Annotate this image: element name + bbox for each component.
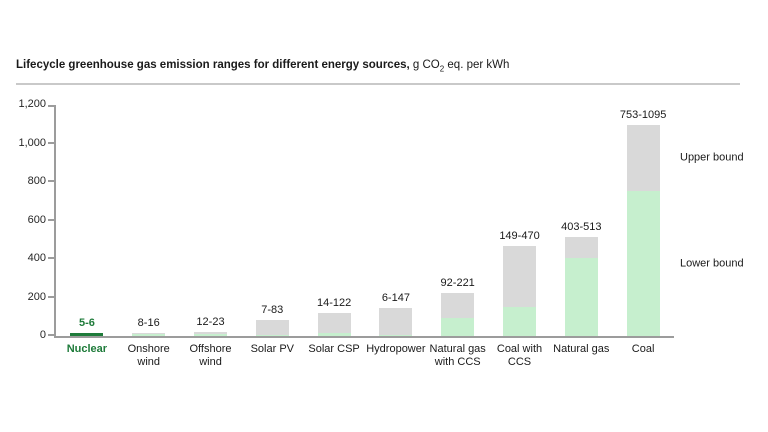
bar-lower-bound-segment bbox=[564, 258, 598, 336]
bar-value-label: 14-122 bbox=[316, 296, 352, 309]
y-axis-tick bbox=[48, 257, 54, 259]
bar-value-label: 753-1095 bbox=[619, 109, 667, 122]
co2-subscript: 2 bbox=[439, 64, 445, 74]
y-axis-tick-label: 800 bbox=[27, 175, 46, 187]
bar-upper-bound-segment bbox=[194, 331, 227, 334]
category-label-line: Solar PV bbox=[250, 343, 294, 355]
upper-bound-annotation: Upper bound bbox=[680, 151, 744, 164]
bar-upper-bound-segment bbox=[132, 332, 166, 335]
lower-bound-annotation: Lower bound bbox=[680, 257, 744, 270]
category-label-line: Nuclear bbox=[66, 343, 108, 355]
y-axis-tick bbox=[48, 295, 54, 298]
bar-lower-bound-segment bbox=[441, 318, 475, 336]
category-label: Offshore wind bbox=[178, 343, 244, 369]
category-label: Solar PV bbox=[239, 343, 305, 356]
y-axis-tick bbox=[48, 141, 54, 144]
category-label-line: Offshore bbox=[189, 343, 232, 355]
bar-lower-bound-segment bbox=[503, 307, 536, 336]
plot-area: 0 200 400 600 800 1,000 1,200 5-6 Nuclear 8-16 Ons… bbox=[18, 98, 743, 368]
y-axis-tick bbox=[48, 334, 54, 336]
bar-value-label: 8-16 bbox=[137, 316, 160, 329]
bar-upper-bound-segment bbox=[441, 293, 475, 319]
bar-upper-bound-segment bbox=[379, 307, 413, 335]
y-axis-tick-label: 0 bbox=[39, 329, 46, 341]
category-label: Solar CSP bbox=[301, 343, 367, 356]
chart-title: Lifecycle greenhouse gas emission ranges… bbox=[16, 57, 740, 86]
category-label-line: Natural gas bbox=[553, 343, 610, 355]
y-axis-tick-label: 1,200 bbox=[18, 98, 46, 110]
bar-value-label: 6-147 bbox=[381, 291, 410, 304]
bar-value-label: 7-83 bbox=[261, 304, 284, 317]
category-label-line: Natural gas bbox=[429, 343, 486, 355]
bar-highlight-segment bbox=[70, 333, 104, 336]
category-label: Onshore wind bbox=[116, 343, 182, 369]
category-label-line: Coal with bbox=[496, 343, 543, 355]
category-label-line: wind bbox=[199, 356, 222, 368]
category-label-line: wind bbox=[137, 356, 160, 368]
bar-upper-bound-segment bbox=[503, 245, 536, 308]
y-axis-tick bbox=[48, 218, 54, 221]
chart-title-unit: g CO2 eq. per kWh bbox=[409, 59, 510, 74]
bar-lower-bound-segment bbox=[379, 334, 413, 336]
y-axis-tick-label: 600 bbox=[27, 213, 46, 226]
bar-value-label: 12-23 bbox=[196, 315, 225, 328]
bar-value-label: 403-513 bbox=[561, 221, 602, 234]
category-label-line: with CCS bbox=[434, 356, 481, 368]
category-label: Nuclear bbox=[54, 343, 120, 356]
category-label-line: Onshore bbox=[127, 343, 170, 355]
y-axis-tick bbox=[48, 105, 54, 107]
y-axis-tick-label: 1,000 bbox=[18, 136, 46, 149]
bar-value-label: 92-221 bbox=[440, 277, 475, 290]
bar-lower-bound-segment bbox=[194, 333, 227, 336]
category-label-line: Coal bbox=[631, 343, 655, 355]
category-label: Coal with CCS bbox=[487, 343, 553, 369]
y-axis-tick-label: 400 bbox=[27, 252, 46, 264]
y-axis-tick-label: 200 bbox=[27, 290, 46, 303]
bar-value-label: 5-6 bbox=[78, 317, 95, 329]
category-label: Hydropower bbox=[363, 343, 429, 356]
category-label-line: Solar CSP bbox=[308, 343, 360, 355]
category-label-line: Hydropower bbox=[366, 343, 426, 355]
chart-title-main: Lifecycle greenhouse gas emission ranges… bbox=[16, 59, 410, 71]
y-axis-tick bbox=[48, 180, 54, 182]
category-label: Natural gas bbox=[548, 343, 614, 356]
bar-upper-bound-segment bbox=[317, 312, 351, 334]
category-label-line: CCS bbox=[507, 356, 532, 368]
bar-lower-bound-segment bbox=[317, 333, 351, 336]
bar-lower-bound-segment bbox=[626, 191, 660, 336]
bar-value-label: 149-470 bbox=[499, 229, 540, 242]
category-label: Natural gas with CCS bbox=[425, 343, 491, 369]
bar-upper-bound-segment bbox=[255, 320, 289, 335]
bar-upper-bound-segment bbox=[626, 125, 660, 192]
bar-lower-bound-segment bbox=[132, 334, 166, 336]
bar-lower-bound-segment bbox=[255, 334, 289, 336]
category-label: Coal bbox=[610, 343, 676, 356]
bar-upper-bound-segment bbox=[564, 237, 598, 259]
